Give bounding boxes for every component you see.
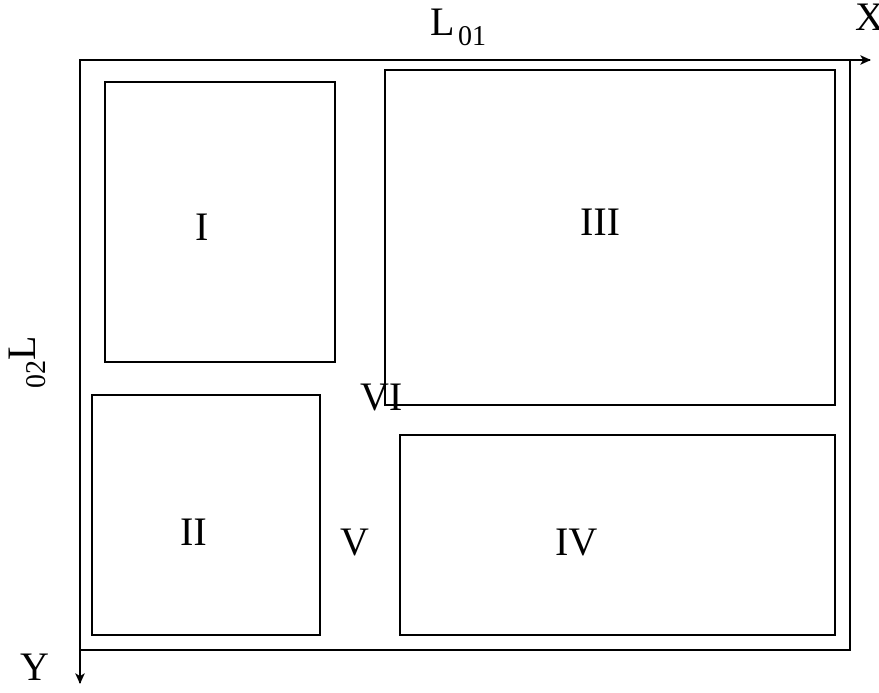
- region-VI-label: VI: [360, 374, 402, 419]
- outer-rect: [80, 60, 850, 650]
- region-I-rect: [105, 82, 335, 362]
- l02-subscript: 02: [21, 360, 52, 388]
- x-axis-label: X: [855, 0, 879, 39]
- l01-subscript: 01: [458, 21, 486, 52]
- l02-label: L: [0, 336, 44, 360]
- region-IV-rect: [400, 435, 835, 635]
- region-III-label: III: [580, 199, 620, 244]
- region-I-label: I: [195, 204, 208, 249]
- region-IV-label: IV: [555, 519, 597, 564]
- y-axis-label: Y: [20, 644, 49, 689]
- region-II-label: II: [180, 509, 207, 554]
- l01-label: L: [430, 0, 454, 44]
- region-V-label: V: [340, 519, 369, 564]
